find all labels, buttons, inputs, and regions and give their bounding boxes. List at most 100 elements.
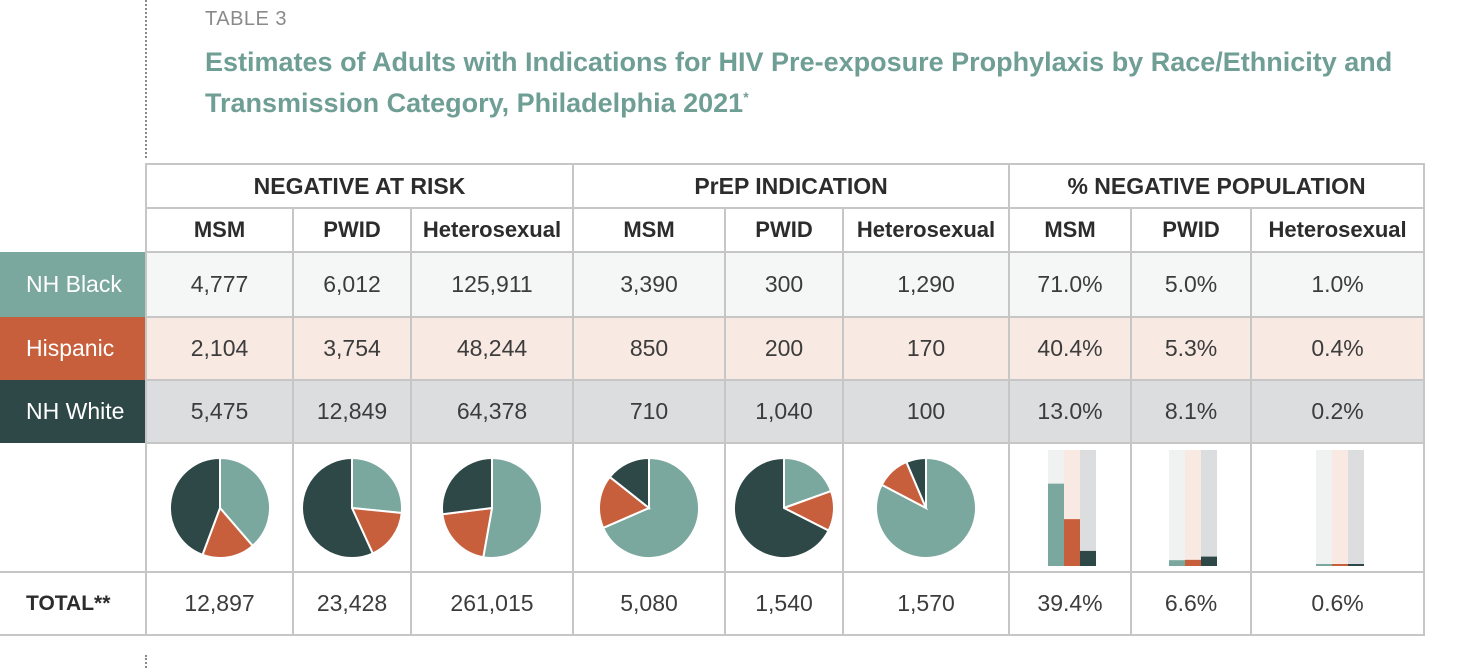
col-header: MSM [1008, 207, 1133, 253]
table-cell: 100 [841, 379, 1011, 444]
bar-chart-percent-pwid [1169, 449, 1218, 566]
bar-nh-black [1048, 483, 1065, 566]
pie-slice-nh-white [168, 456, 221, 556]
pie-cell [145, 442, 294, 573]
pie-chart-prep-msm [598, 456, 700, 559]
pie-slice-nh-white [608, 456, 650, 510]
prep-table: NEGATIVE AT RISK PrEP INDICATION % NEGAT… [0, 163, 1426, 636]
total-label: TOTAL** [0, 571, 147, 636]
total-cell: 0.6% [1250, 571, 1426, 636]
table-cell: 850 [572, 316, 726, 381]
corner-cell [0, 164, 146, 208]
table-cell: 71.0% [1008, 251, 1133, 318]
bar-track-nh-white [1201, 449, 1218, 566]
title-text: Estimates of Adults with Indications for… [205, 47, 1393, 118]
table-cell: 1,040 [724, 379, 844, 444]
sub-header-row: MSM PWID Heterosexual MSM PWID Heterosex… [0, 207, 1426, 253]
total-cell: 5,080 [572, 571, 726, 636]
pie-slice-nh-black [601, 456, 700, 559]
bar-chart-percent-msm [1048, 449, 1097, 566]
table-cell: 200 [724, 316, 844, 381]
table-cell: 1,290 [841, 251, 1011, 318]
table-cell: 125,911 [410, 251, 574, 318]
col-header: PWID [724, 207, 844, 253]
dotted-guide-line-bottom [145, 655, 147, 668]
pie-chart-prep-heterosexual [875, 456, 977, 559]
title-footnote-mark: * [743, 89, 749, 105]
pie-chart-prep-pwid [733, 456, 835, 559]
bar-track-nh-white [1347, 449, 1364, 566]
bar-nh-white [1347, 563, 1364, 566]
table-cell: 3,390 [572, 251, 726, 318]
table-cell: 300 [724, 251, 844, 318]
table-cell: 5.0% [1130, 251, 1253, 318]
bar-chart-percent-heterosexual [1315, 449, 1364, 566]
pie-cell [724, 442, 844, 573]
pie-slice-nh-white [733, 456, 830, 559]
table-cell: 13.0% [1008, 379, 1133, 444]
table-cell: 170 [841, 316, 1011, 381]
pie-slice-nh-white [301, 456, 375, 559]
row-label-nh-white: NH White [0, 380, 146, 443]
bar-track-hispanic [1185, 449, 1202, 566]
pie-slice-nh-black [783, 456, 833, 509]
group-header-prep-indication: PrEP INDICATION [571, 163, 1011, 209]
table-cell: 5,475 [145, 379, 294, 444]
pie-slice-hispanic [350, 506, 403, 555]
total-cell: 39.4% [1008, 571, 1133, 636]
group-header-percent-negative: % NEGATIVE POPULATION [1008, 163, 1426, 209]
bar-nh-white [1080, 550, 1097, 566]
total-cell: 261,015 [410, 571, 574, 636]
dotted-guide-line [145, 0, 147, 158]
col-header: Heterosexual [841, 207, 1011, 253]
table-cell: 4,777 [145, 251, 294, 318]
table-cell: 0.4% [1250, 316, 1426, 381]
bar-hispanic [1185, 559, 1202, 566]
bar-cell [1130, 442, 1253, 573]
bar-cell [1008, 442, 1133, 573]
table-cell: 2,104 [145, 316, 294, 381]
table-cell: 3,754 [292, 316, 412, 381]
table-cell: 0.2% [1250, 379, 1426, 444]
total-cell: 1,570 [841, 571, 1011, 636]
pie-cell [410, 442, 574, 573]
col-header: Heterosexual [1250, 207, 1426, 253]
pie-cell [572, 442, 726, 573]
table-cell: 1.0% [1250, 251, 1426, 318]
table-label: TABLE 3 [205, 8, 288, 30]
group-header-negative-at-risk: NEGATIVE AT RISK [145, 163, 574, 209]
corner-cell [0, 208, 146, 252]
bar-track-nh-white [1080, 449, 1097, 566]
total-cell: 1,540 [724, 571, 844, 636]
table-cell: 710 [572, 379, 726, 444]
pie-chart-negative-pwid [301, 456, 403, 559]
pie-slice-nh-black [218, 456, 271, 547]
bar-track-nh-black [1169, 449, 1186, 566]
bar-hispanic [1331, 563, 1348, 566]
pie-cell [841, 442, 1011, 573]
table-cell: 6,012 [292, 251, 412, 318]
row-label-hispanic: Hispanic [0, 317, 146, 380]
total-cell: 6.6% [1130, 571, 1253, 636]
bar-nh-white [1201, 556, 1218, 566]
total-cell: 23,428 [292, 571, 412, 636]
total-cell: 12,897 [145, 571, 294, 636]
bar-track-hispanic [1331, 449, 1348, 566]
pie-slice-nh-black [482, 456, 543, 559]
group-header-row: NEGATIVE AT RISK PrEP INDICATION % NEGAT… [0, 163, 1426, 209]
pie-slice-nh-white [905, 456, 928, 508]
table-cell: 40.4% [1008, 316, 1133, 381]
table-cell: 8.1% [1130, 379, 1253, 444]
pie-slice-nh-black [351, 456, 403, 514]
col-header: PWID [292, 207, 412, 253]
row-nh-white: NH White 5,475 12,849 64,378 710 1,040 1… [0, 379, 1426, 444]
table-cell: 5.3% [1130, 316, 1253, 381]
bar-nh-black [1315, 563, 1332, 566]
col-header: PWID [1130, 207, 1253, 253]
bar-hispanic [1064, 518, 1081, 566]
pie-cell [292, 442, 412, 573]
col-header: MSM [572, 207, 726, 253]
pie-slice-hispanic [598, 475, 651, 529]
chart-row-spacer [0, 443, 146, 572]
pie-slice-nh-white [441, 456, 493, 515]
